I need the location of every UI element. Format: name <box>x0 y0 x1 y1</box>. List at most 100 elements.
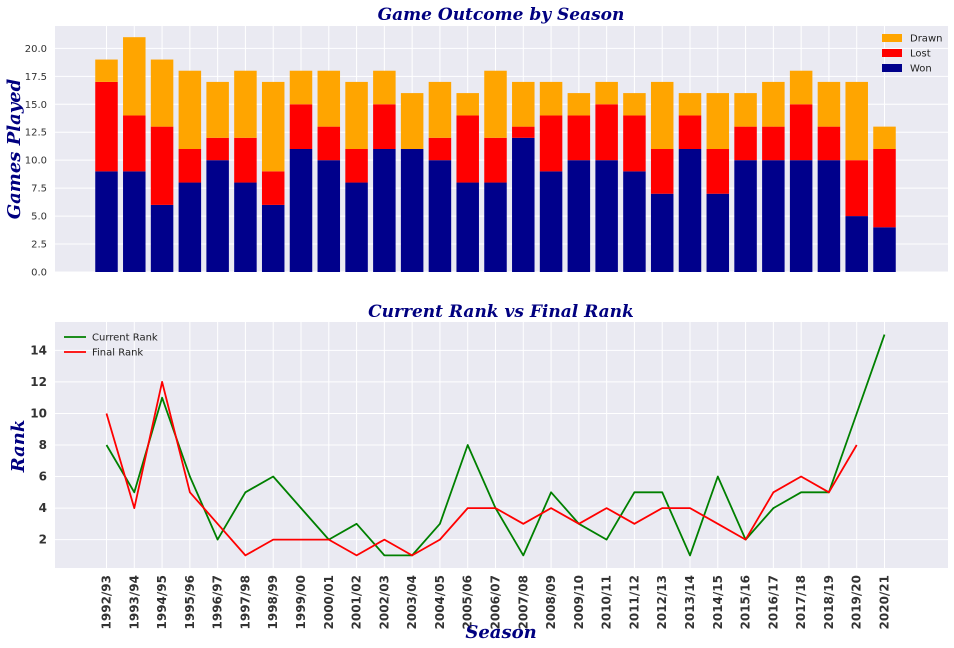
bar-drawn-2012-13 <box>650 81 674 149</box>
bar-won-2019-20 <box>845 216 868 272</box>
bottom-y-tick-label: 14 <box>30 343 47 357</box>
x-tick-label: 1998/99 <box>266 575 280 629</box>
top-legend-label-won: Won <box>910 64 932 75</box>
bar-drawn-1996-97 <box>206 81 229 138</box>
x-tick-label: 2006/07 <box>489 575 503 629</box>
bar-won-2009-10 <box>567 160 591 272</box>
x-tick-label: 1996/97 <box>211 575 225 629</box>
bar-drawn-2013-14 <box>678 93 702 116</box>
bar-lost-2016-17 <box>762 126 785 161</box>
x-tick-label: 2016/17 <box>766 575 780 629</box>
bottom-x-axis-label: Season <box>465 622 536 643</box>
x-tick-label: 1995/96 <box>183 575 197 629</box>
top-legend-swatch-won <box>882 64 902 72</box>
bar-drawn-2008-09 <box>539 81 563 116</box>
bar-drawn-1994-95 <box>150 59 174 127</box>
x-tick-label: 2010/11 <box>600 575 614 629</box>
bar-lost-2010-11 <box>595 104 618 161</box>
top-bars <box>95 37 896 272</box>
top-y-tick-label: 15.0 <box>25 100 47 111</box>
bar-won-1992-93 <box>95 171 118 272</box>
bar-won-2020-21 <box>873 227 896 272</box>
bar-drawn-2014-15 <box>706 93 730 149</box>
x-tick-label: 2009/10 <box>572 575 586 629</box>
top-y-tick-label: 0.0 <box>31 268 47 279</box>
x-tick-label: 2019/20 <box>850 575 864 629</box>
bar-drawn-2003-04 <box>400 93 424 149</box>
top-legend-label-drawn: Drawn <box>910 34 942 45</box>
top-y-tick-label: 5.0 <box>31 212 47 223</box>
bar-drawn-1992-93 <box>95 59 118 82</box>
top-y-tick-label: 7.5 <box>31 184 47 195</box>
bar-won-2018-19 <box>817 160 841 272</box>
bar-drawn-2017-18 <box>789 70 813 105</box>
x-tick-label: 2013/14 <box>683 575 697 629</box>
top-y-axis-label: Games Played <box>4 78 25 219</box>
bar-won-2000-01 <box>317 160 341 272</box>
x-tick-label: 2018/19 <box>822 575 836 629</box>
top-legend-swatch-lost <box>882 49 902 57</box>
bar-lost-1992-93 <box>95 81 118 172</box>
bar-won-2010-11 <box>595 160 618 272</box>
x-tick-label: 2015/16 <box>739 575 753 629</box>
x-tick-label: 1997/98 <box>238 575 252 629</box>
bar-drawn-2000-01 <box>317 70 341 127</box>
bar-won-2017-18 <box>789 160 813 272</box>
bottom-legend: Current Rank Final Rank <box>64 333 158 359</box>
bar-won-1999-00 <box>289 149 313 272</box>
bar-drawn-1999-00 <box>289 70 313 105</box>
bottom-y-tick-label: 4 <box>39 501 47 515</box>
bottom-y-ticks: 2 4 6 8 10 12 14 <box>30 343 47 546</box>
bar-drawn-2007-08 <box>512 81 535 127</box>
bottom-y-tick-label: 2 <box>39 533 47 547</box>
bar-won-1996-97 <box>206 160 229 272</box>
bar-lost-2006-07 <box>484 137 507 183</box>
x-tick-label: 2002/03 <box>377 575 391 629</box>
bar-drawn-2020-21 <box>873 126 896 149</box>
bar-lost-1999-00 <box>289 104 313 149</box>
bar-lost-1995-96 <box>178 149 202 183</box>
x-tick-label: 2000/01 <box>322 575 336 629</box>
bar-drawn-2016-17 <box>762 81 785 127</box>
bar-drawn-2006-07 <box>484 70 507 138</box>
bar-won-2007-08 <box>512 137 535 272</box>
bar-won-2014-15 <box>706 193 730 272</box>
x-tick-label: 2012/13 <box>655 575 669 629</box>
bar-lost-2012-13 <box>650 149 674 194</box>
bar-drawn-2009-10 <box>567 93 591 116</box>
top-y-ticks: 0.0 2.5 5.0 7.5 10.0 12.5 15.0 17.5 20.0 <box>25 44 47 279</box>
bar-lost-2020-21 <box>873 149 896 228</box>
bar-lost-2000-01 <box>317 126 341 161</box>
bottom-lines <box>105 334 886 557</box>
bar-won-2002-03 <box>373 149 396 272</box>
bar-won-2012-13 <box>650 193 674 272</box>
bar-won-2003-04 <box>400 149 424 272</box>
bar-drawn-2005-06 <box>456 93 479 116</box>
top-y-tick-label: 20.0 <box>25 44 47 55</box>
line-final-rank <box>105 380 858 557</box>
bar-lost-1994-95 <box>150 126 174 205</box>
bar-lost-2019-20 <box>845 160 868 217</box>
bar-won-2013-14 <box>678 149 702 272</box>
bar-lost-1996-97 <box>206 137 229 161</box>
bar-lost-1993-94 <box>123 115 146 172</box>
bar-lost-1998-99 <box>261 171 285 205</box>
bar-won-2008-09 <box>539 171 563 272</box>
bottom-legend-label-current-rank: Current Rank <box>92 333 158 344</box>
x-tick-label: 2020/21 <box>878 575 892 629</box>
x-tick-label: 1999/00 <box>294 575 308 629</box>
x-tick-label: 2001/02 <box>350 575 364 629</box>
top-y-tick-label: 10.0 <box>25 156 47 167</box>
x-tick-label: 2003/04 <box>405 575 419 629</box>
bar-lost-1997-98 <box>234 137 257 183</box>
bar-drawn-1997-98 <box>234 70 257 138</box>
bar-won-1994-95 <box>150 204 174 272</box>
bottom-y-tick-label: 8 <box>39 438 47 452</box>
bar-won-2004-05 <box>428 160 452 272</box>
bottom-y-tick-label: 6 <box>39 470 47 484</box>
bar-lost-2017-18 <box>789 104 813 161</box>
bar-won-1998-99 <box>261 204 285 272</box>
bar-drawn-1993-94 <box>123 37 146 116</box>
